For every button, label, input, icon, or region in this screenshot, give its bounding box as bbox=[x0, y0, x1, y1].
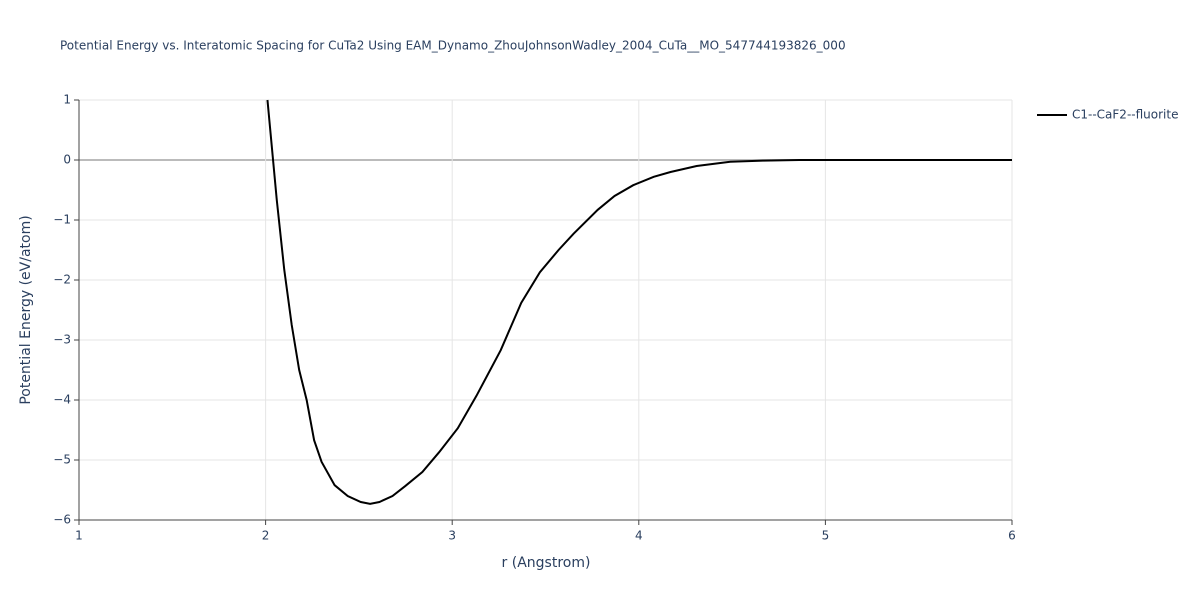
y-tick-label: −3 bbox=[53, 333, 71, 347]
x-tick-label: 5 bbox=[822, 529, 830, 543]
series-line bbox=[266, 99, 1012, 505]
y-tick-label: −5 bbox=[53, 453, 71, 467]
x-tick-label: 6 bbox=[1008, 529, 1016, 543]
x-tick-label: 4 bbox=[635, 529, 643, 543]
y-tick-label: −2 bbox=[53, 273, 71, 287]
y-tick-label: −6 bbox=[53, 513, 71, 527]
chart-title: Potential Energy vs. Interatomic Spacing… bbox=[60, 39, 846, 53]
y-tick-label: 0 bbox=[63, 153, 71, 167]
y-tick-label: 1 bbox=[63, 93, 71, 107]
y-axis-label: Potential Energy (eV/atom) bbox=[18, 215, 34, 404]
x-tick-label: 2 bbox=[262, 529, 270, 543]
y-tick-label: −4 bbox=[53, 393, 71, 407]
y-tick-label: −1 bbox=[53, 213, 71, 227]
x-tick-label: 1 bbox=[75, 529, 83, 543]
x-tick-label: 3 bbox=[448, 529, 456, 543]
x-axis-label: r (Angstrom) bbox=[502, 555, 591, 571]
legend-label: C1--CaF2--fluorite bbox=[1072, 108, 1178, 122]
